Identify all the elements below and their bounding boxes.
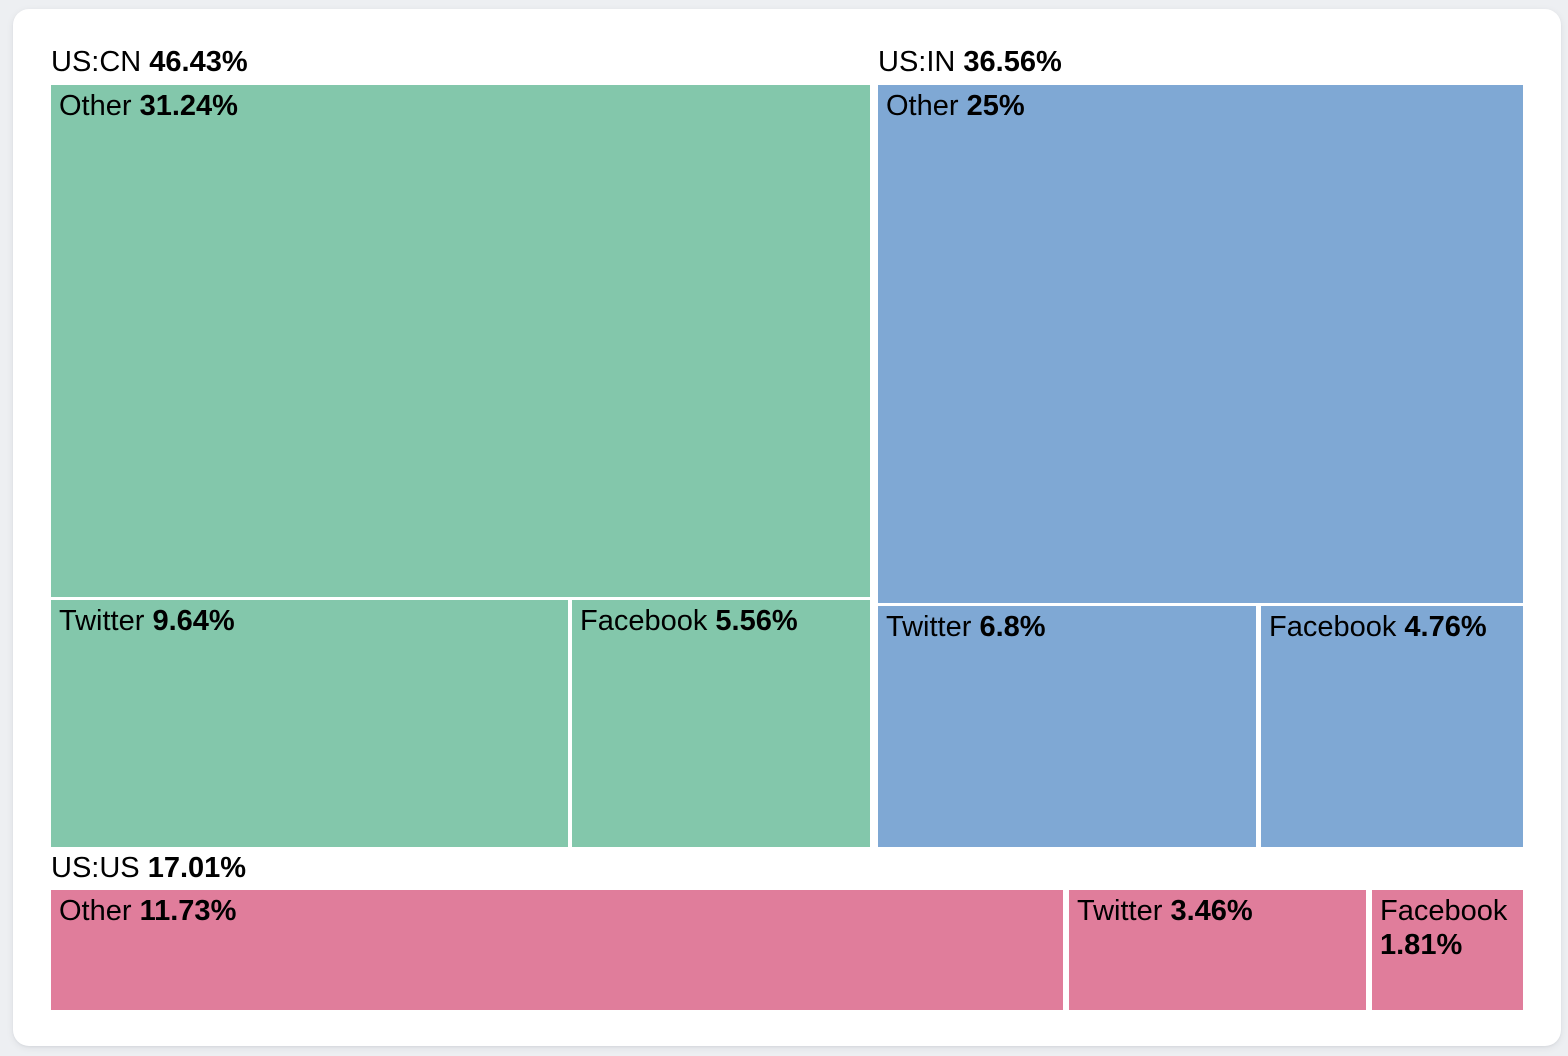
- treemap-chart: US:CN 46.43% Other 31.24% Twitter 9.64% …: [51, 45, 1523, 1010]
- cell-percent: 11.73%: [139, 895, 237, 927]
- treemap-card: US:CN 46.43% Other 31.24% Twitter 9.64% …: [13, 9, 1561, 1046]
- group-percent: 36.56%: [963, 46, 1062, 78]
- treemap-cell-us-cn-facebook[interactable]: Facebook 5.56%: [572, 600, 870, 847]
- treemap-cell-us-us-other[interactable]: Other 11.73%: [51, 890, 1063, 1010]
- cell-name: Facebook: [1380, 895, 1508, 927]
- cell-percent: 1.81%: [1380, 929, 1463, 961]
- treemap-cell-us-in-other[interactable]: Other 25%: [878, 85, 1523, 603]
- group-percent: 17.01%: [147, 852, 247, 884]
- group-name: US:CN: [51, 46, 142, 78]
- cell-name: Other: [59, 90, 132, 122]
- group-name: US:US: [51, 852, 140, 884]
- cell-percent: 31.24%: [139, 90, 238, 122]
- cell-percent: 5.56%: [715, 605, 798, 637]
- cell-percent: 6.8%: [979, 611, 1046, 643]
- cell-percent: 3.46%: [1170, 895, 1253, 927]
- cell-name: Twitter: [886, 611, 972, 643]
- cell-name: Other: [59, 895, 132, 927]
- cell-name: Other: [886, 90, 959, 122]
- group-label-us-us: US:US 17.01%: [51, 851, 246, 885]
- treemap-cell-us-cn-other[interactable]: Other 31.24%: [51, 85, 870, 597]
- treemap-cell-us-us-twitter[interactable]: Twitter 3.46%: [1069, 890, 1366, 1010]
- cell-percent: 25%: [966, 90, 1025, 122]
- cell-percent: 4.76%: [1404, 611, 1487, 643]
- treemap-cell-us-cn-twitter[interactable]: Twitter 9.64%: [51, 600, 568, 847]
- treemap-cell-us-us-facebook[interactable]: Facebook 1.81%: [1372, 890, 1523, 1010]
- treemap-cell-us-in-twitter[interactable]: Twitter 6.8%: [878, 606, 1256, 847]
- cell-name: Twitter: [59, 605, 145, 637]
- cell-percent: 9.64%: [152, 605, 235, 637]
- cell-name: Twitter: [1077, 895, 1163, 927]
- group-name: US:IN: [878, 46, 956, 78]
- group-label-us-cn: US:CN 46.43%: [51, 45, 248, 79]
- group-percent: 46.43%: [149, 46, 248, 78]
- cell-name: Facebook: [580, 605, 708, 637]
- treemap-cell-us-in-facebook[interactable]: Facebook 4.76%: [1261, 606, 1523, 847]
- cell-name: Facebook: [1269, 611, 1397, 643]
- group-label-us-in: US:IN 36.56%: [878, 45, 1062, 79]
